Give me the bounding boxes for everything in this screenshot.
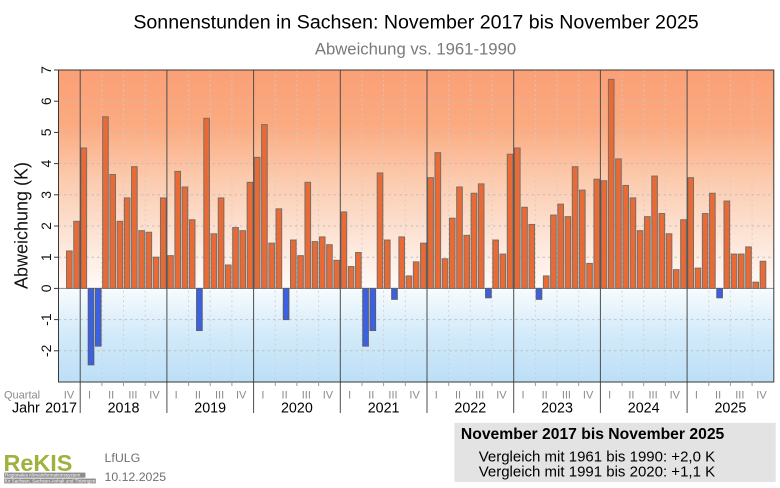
- svg-text:IV: IV: [409, 389, 420, 401]
- svg-text:IV: IV: [149, 389, 160, 401]
- svg-text:IV: IV: [670, 389, 681, 401]
- svg-text:I: I: [521, 389, 524, 401]
- svg-text:I: I: [695, 389, 698, 401]
- svg-text:II: II: [455, 389, 461, 401]
- svg-text:2017: 2017: [45, 400, 77, 416]
- svg-text:I: I: [88, 389, 91, 401]
- svg-text:II: II: [715, 389, 721, 401]
- svg-text:I: I: [175, 389, 178, 401]
- svg-text:10.12.2025: 10.12.2025: [105, 470, 167, 484]
- svg-text:4: 4: [38, 159, 54, 167]
- svg-text:IV: IV: [583, 389, 594, 401]
- svg-text:I: I: [261, 389, 264, 401]
- svg-text:7: 7: [38, 66, 54, 74]
- svg-text:IV: IV: [756, 389, 767, 401]
- svg-text:2022: 2022: [454, 400, 486, 416]
- svg-text:IV: IV: [496, 389, 507, 401]
- svg-text:2023: 2023: [541, 400, 573, 416]
- svg-text:IV: IV: [236, 389, 247, 401]
- svg-text:I: I: [435, 389, 438, 401]
- svg-text:I: I: [348, 389, 351, 401]
- svg-text:ReKIS: ReKIS: [4, 450, 73, 476]
- svg-text:II: II: [282, 389, 288, 401]
- svg-text:2020: 2020: [281, 400, 313, 416]
- svg-text:1: 1: [38, 253, 54, 261]
- svg-text:3: 3: [38, 191, 54, 199]
- svg-text:Regionales Klimainformationssy: Regionales Klimainformationssystem: [5, 473, 80, 478]
- svg-text:Quartal: Quartal: [4, 389, 40, 401]
- svg-text:Jahr: Jahr: [12, 400, 40, 416]
- svg-text:LfULG: LfULG: [105, 451, 141, 465]
- svg-text:für Sachsen, Sachsen-Anhalt un: für Sachsen, Sachsen-Anhalt und Thüringe…: [5, 478, 96, 483]
- svg-text:2: 2: [38, 222, 54, 230]
- svg-text:Abweichung (K): Abweichung (K): [12, 162, 32, 289]
- svg-text:III: III: [302, 389, 311, 401]
- svg-text:III: III: [735, 389, 744, 401]
- svg-text:Vergleich mit 1991 bis 2020: +: Vergleich mit 1991 bis 2020: +1,1 K: [479, 464, 715, 481]
- svg-text:Sonnenstunden in Sachsen: Nove: Sonnenstunden in Sachsen: November 2017 …: [133, 12, 698, 34]
- svg-text:IV: IV: [323, 389, 334, 401]
- svg-text:2018: 2018: [108, 400, 140, 416]
- svg-text:II: II: [108, 389, 114, 401]
- svg-text:-1: -1: [38, 313, 54, 326]
- svg-text:III: III: [128, 389, 137, 401]
- svg-text:I: I: [608, 389, 611, 401]
- svg-text:II: II: [542, 389, 548, 401]
- svg-text:II: II: [628, 389, 634, 401]
- svg-text:II: II: [368, 389, 374, 401]
- svg-text:Abweichung vs. 1961-1990: Abweichung vs. 1961-1990: [315, 40, 516, 59]
- svg-text:November 2017 bis November 202: November 2017 bis November 2025: [461, 426, 725, 443]
- svg-text:II: II: [195, 389, 201, 401]
- svg-text:2021: 2021: [368, 400, 400, 416]
- svg-text:IV: IV: [64, 389, 75, 401]
- svg-text:2024: 2024: [628, 400, 660, 416]
- svg-text:2025: 2025: [714, 400, 746, 416]
- svg-text:-2: -2: [38, 344, 54, 357]
- svg-text:III: III: [475, 389, 484, 401]
- svg-text:III: III: [215, 389, 224, 401]
- svg-text:0: 0: [38, 284, 54, 292]
- svg-text:2019: 2019: [194, 400, 226, 416]
- svg-text:Vergleich mit 1961 bis 1990: +: Vergleich mit 1961 bis 1990: +2,0 K: [479, 449, 715, 466]
- svg-text:5: 5: [38, 128, 54, 136]
- svg-text:6: 6: [38, 97, 54, 105]
- svg-text:III: III: [649, 389, 658, 401]
- svg-text:III: III: [388, 389, 397, 401]
- svg-text:III: III: [562, 389, 571, 401]
